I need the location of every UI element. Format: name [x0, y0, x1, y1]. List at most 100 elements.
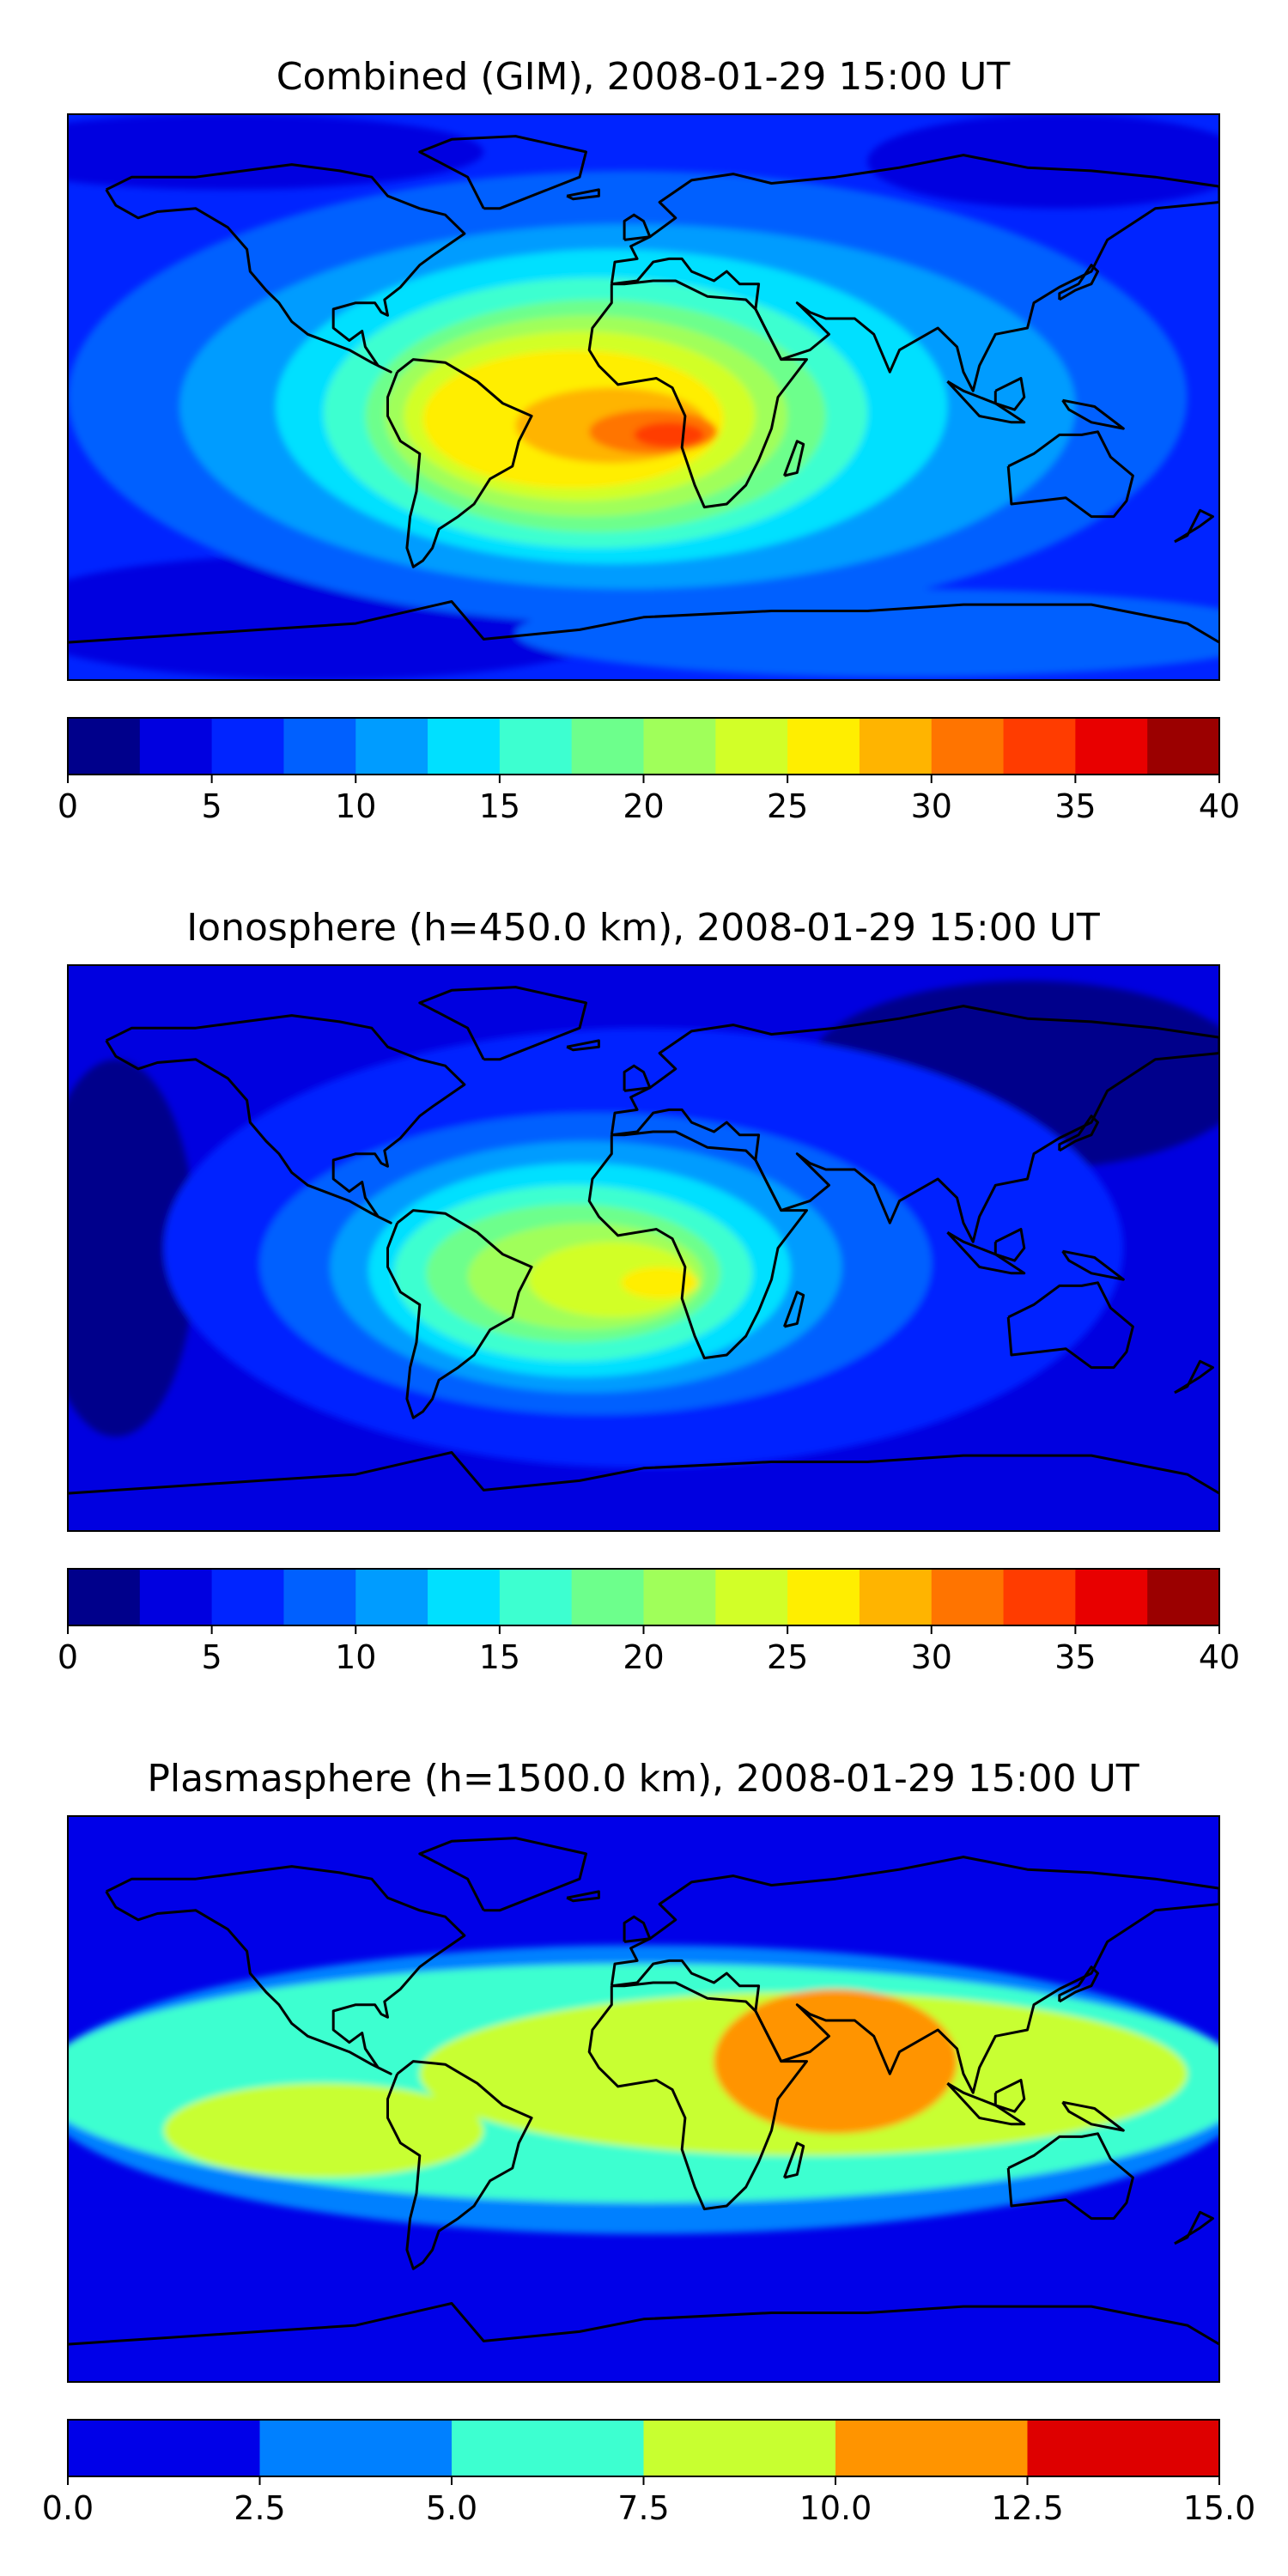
map-frame — [67, 964, 1220, 1532]
coastline — [623, 1915, 652, 1943]
colorbar-segment — [68, 2420, 260, 2476]
colorbar-segment — [931, 1569, 1005, 1625]
coastline — [1061, 398, 1125, 430]
colorbar-segment — [787, 718, 860, 775]
coastline — [610, 154, 1219, 392]
coastlines — [68, 986, 1219, 1495]
colorbar-segment — [259, 2420, 453, 2476]
map-frame — [67, 113, 1220, 681]
colorbar-segment — [859, 718, 933, 775]
coastline — [418, 986, 587, 1061]
colorbar-tick-label: 0.0 — [42, 2489, 94, 2527]
contour-band — [528, 1242, 696, 1318]
colorbar-segment — [1003, 718, 1076, 775]
coastline — [418, 1837, 587, 1912]
colorbar-segment — [428, 718, 501, 775]
colorbar-segment — [139, 718, 213, 775]
coastline — [68, 600, 1219, 644]
map-title: Ionosphere (h=450.0 km), 2008-01-29 15:0… — [186, 906, 1100, 950]
colorbar-segment — [1027, 2420, 1220, 2476]
colorbar: 0.0 2.5 5.0 7.5 10.0 12.5 15.0 — [42, 2419, 1256, 2527]
colorbar-segment — [211, 1569, 284, 1625]
coastline — [993, 377, 1026, 411]
colorbar-segment — [355, 718, 428, 775]
colorbar-tick-label: 5.0 — [426, 2489, 477, 2527]
coastline — [68, 2302, 1219, 2346]
contour-band — [68, 114, 484, 190]
colorbar: 0 5 10 15 20 25 30 35 40 — [58, 1568, 1240, 1676]
coastline — [105, 163, 466, 374]
colorbar-tick-label: 15 — [479, 787, 520, 825]
coastlines — [68, 135, 1219, 644]
coastline — [946, 2081, 1026, 2126]
tec-map — [68, 965, 1219, 1531]
colorbar-tick-label: 35 — [1054, 1638, 1096, 1676]
coastlines — [68, 1837, 1219, 2346]
colorbar-segment — [355, 1569, 428, 1625]
colorbar-segment — [211, 718, 284, 775]
coastline — [993, 2079, 1026, 2113]
coastline — [1174, 2210, 1214, 2245]
coastline — [1058, 1965, 1099, 2003]
colorbar-segment — [283, 718, 356, 775]
colorbar-tick-label: 20 — [623, 787, 664, 825]
colorbar-segment — [643, 718, 716, 775]
colorbar-tick-label: 5 — [202, 1638, 222, 1676]
colorbar-segment — [1075, 1569, 1148, 1625]
colorbar-tick-label: 15.0 — [1183, 2489, 1256, 2527]
colorbar-tick-label: 25 — [767, 1638, 808, 1676]
colorbar-segment — [931, 718, 1005, 775]
contour-bands — [68, 981, 1219, 1468]
colorbar-tick-label: 30 — [911, 787, 952, 825]
colorbar-segment — [139, 1569, 213, 1625]
colorbar-tick-label: 7.5 — [617, 2489, 669, 2527]
coastline — [1006, 430, 1134, 519]
coastline — [1006, 2132, 1134, 2221]
colorbar-segment — [68, 1569, 141, 1625]
contour-band — [634, 422, 705, 448]
coastline — [782, 440, 805, 477]
coastline — [1006, 1281, 1134, 1370]
coastline — [1058, 1115, 1099, 1152]
coastline — [105, 1014, 466, 1224]
coastline — [623, 213, 652, 241]
colorbar-tick-label: 0 — [58, 1638, 78, 1676]
colorbar-segment — [1147, 718, 1220, 775]
coastline — [386, 358, 533, 568]
contour-band — [867, 114, 1219, 209]
coastline — [782, 2142, 805, 2179]
contour-band — [621, 1267, 698, 1299]
coastline — [68, 1451, 1219, 1495]
coastline — [105, 1865, 466, 2075]
colorbar-segment — [715, 1569, 788, 1625]
colorbar: 0 5 10 15 20 25 30 35 40 — [58, 717, 1240, 825]
colorbar-tick-label: 25 — [767, 787, 808, 825]
colorbar-tick-label: 20 — [623, 1638, 664, 1676]
tec-map — [68, 1816, 1219, 2382]
coastline — [386, 1209, 533, 1419]
colorbar-segment — [499, 1569, 573, 1625]
colorbar-tick-label: 5 — [202, 787, 222, 825]
coastline — [610, 1856, 1219, 2094]
coastline — [1058, 264, 1099, 301]
colorbar-tick-label: 10 — [335, 1638, 376, 1676]
coastline — [993, 1228, 1026, 1262]
coastline — [1174, 508, 1214, 544]
coastline — [1061, 2100, 1125, 2132]
colorbar-segment — [643, 1569, 716, 1625]
colorbar-segment — [571, 1569, 644, 1625]
coastline — [587, 1130, 808, 1360]
colorbar-segment — [68, 718, 141, 775]
colorbar-tick-label: 12.5 — [991, 2489, 1064, 2527]
coastline — [566, 1039, 600, 1052]
map-title: Plasmasphere (h=1500.0 km), 2008-01-29 1… — [147, 1757, 1139, 1801]
colorbar-segment — [715, 718, 788, 775]
coastline — [587, 279, 808, 509]
colorbar-tick-label: 10.0 — [799, 2489, 872, 2527]
colorbar-segment — [1147, 1569, 1220, 1625]
coastline — [587, 1981, 808, 2211]
colorbar-segment — [1075, 718, 1148, 775]
colorbar-tick-label: 40 — [1199, 1638, 1240, 1676]
coastline — [566, 188, 600, 201]
